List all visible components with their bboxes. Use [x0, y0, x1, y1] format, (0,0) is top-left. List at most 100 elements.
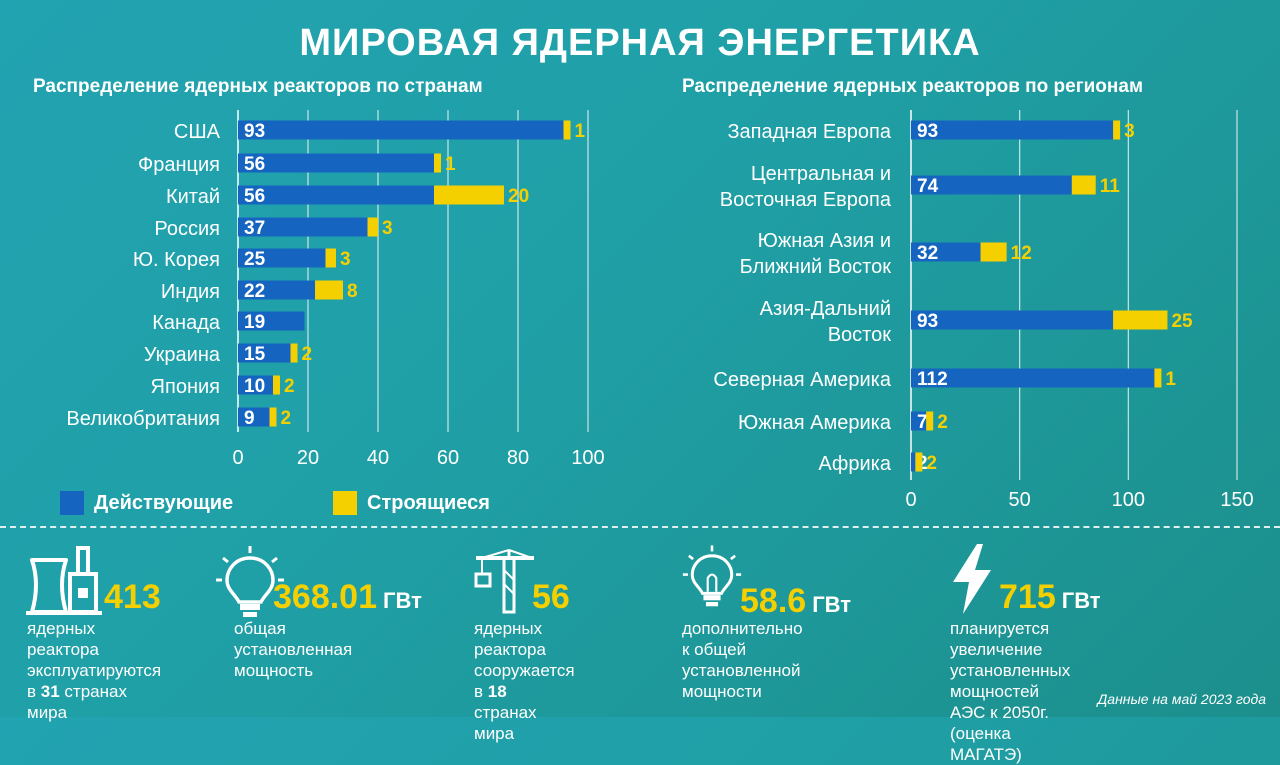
footnote: Данные на май 2023 года: [1097, 691, 1266, 707]
stat-description-line: установленной: [682, 661, 801, 680]
chart-title-countries: Распределение ядерных реакторов по стран…: [33, 76, 483, 97]
bar-operating: [911, 368, 1155, 388]
light-bulb-icon: [216, 546, 284, 617]
bar-value-construction: 11: [1100, 176, 1121, 197]
page-title: МИРОВАЯ ЯДЕРНАЯ ЭНЕРГЕТИКА: [299, 22, 981, 64]
bar-value-construction: 20: [508, 186, 529, 207]
category-label: Россия: [154, 218, 220, 240]
category-label: Индия: [161, 281, 220, 303]
bar-operating: [238, 375, 273, 395]
bar-value-construction: 25: [1171, 311, 1193, 332]
category-label: Франция: [138, 154, 220, 176]
bar-value-operating: 22: [244, 281, 265, 302]
stat-number-value: 715: [999, 578, 1056, 616]
x-tick-label: 0: [232, 447, 243, 469]
category-label: Северная Америка: [713, 369, 891, 391]
bar-operating: [911, 242, 981, 262]
bar-construction: [926, 411, 934, 431]
bar-value-operating: 93: [917, 311, 938, 332]
category-label: Великобритания: [66, 408, 220, 430]
legend-construction: Строящиеся: [333, 490, 490, 516]
legend-swatch-construction: [333, 491, 357, 515]
bar-operating: [911, 120, 1114, 140]
bar-construction: [325, 248, 336, 268]
bar-operating: [238, 217, 368, 237]
bar-operating: [911, 310, 1114, 330]
legend-label-construction: Строящиеся: [367, 491, 490, 514]
stat-description-line: планируется увеличение: [950, 619, 1050, 659]
bar-value-operating: 37: [244, 218, 265, 239]
bar-operating: [238, 280, 315, 300]
stat-description: планируется увеличение установленных мощн…: [950, 618, 1070, 765]
bar-value-operating: 9: [244, 408, 255, 429]
bar-operating: [911, 175, 1072, 195]
bar-construction: [273, 375, 280, 395]
bar-value-construction: 8: [347, 281, 358, 302]
bar-value-operating: 56: [244, 186, 265, 207]
x-tick-label: 80: [507, 447, 529, 469]
stat-number: 58.6 ГВт: [740, 582, 851, 621]
bar-value-construction: 2: [302, 344, 313, 365]
stat-description-line: АЭС к 2050г. (оценка МАГАТЭ): [950, 703, 1050, 764]
category-label: Южная Америка: [738, 412, 892, 434]
bar-construction: [434, 185, 504, 205]
bar-construction: [269, 407, 277, 427]
bar-construction: [915, 452, 923, 472]
category-label: Украина: [144, 344, 221, 366]
stat-number: 715 ГВт: [999, 578, 1101, 617]
stat-description-line: сооружается в 18: [474, 661, 575, 701]
category-label: США: [174, 121, 221, 143]
category-label: Ю. Корея: [133, 249, 220, 271]
category-label: Восточная Европа: [720, 189, 892, 211]
legend-swatch-operating: [60, 491, 84, 515]
bar-construction: [563, 120, 571, 140]
category-label: Южная Азия и: [758, 230, 891, 252]
light-bulb-icon: [682, 545, 742, 607]
bar-value-operating: 74: [917, 176, 939, 197]
x-tick-label: 150: [1220, 489, 1253, 511]
bar-value-construction: 12: [1011, 243, 1032, 264]
bar-operating: [238, 185, 434, 205]
stat-number-value: 368.01: [273, 578, 377, 616]
x-tick-label: 0: [905, 489, 916, 511]
bar-value-operating: 93: [244, 121, 265, 142]
construction-crane-icon: [474, 549, 534, 614]
bar-construction: [980, 242, 1007, 262]
stat-unit: ГВт: [383, 588, 422, 613]
category-label: Восток: [828, 324, 892, 346]
stat-unit: ГВт: [812, 592, 852, 617]
bar-operating: [238, 153, 434, 173]
stat-description-line: ядерных реактора: [474, 619, 546, 659]
stat-unit: ГВт: [1061, 588, 1101, 613]
category-label: Канада: [152, 312, 221, 334]
bar-value-construction: 1: [575, 121, 586, 142]
x-tick-label: 100: [571, 447, 604, 469]
stat-description: ядерных реактора сооружается в 18 странах …: [474, 618, 575, 744]
bar-value-construction: 2: [926, 453, 937, 474]
bar-operating: [238, 343, 291, 363]
bar-value-construction: 3: [1124, 121, 1135, 142]
bar-value-operating: 10: [244, 376, 265, 397]
stat-number: 56: [532, 578, 570, 616]
stat-description: дополнительно к общей установленной мощнос…: [682, 618, 803, 702]
x-tick-label: 40: [367, 447, 389, 469]
stat-description-line: ядерных реактора: [27, 619, 99, 659]
x-tick-label: 60: [437, 447, 459, 469]
bar-value-construction: 2: [281, 408, 292, 429]
bar-operating: [911, 452, 916, 472]
stat-description-line: эксплуатируются: [27, 661, 162, 680]
category-label: Центральная и: [751, 163, 891, 185]
lightning-icon: [953, 544, 991, 614]
bar-operating: [238, 120, 564, 140]
bar-operating: [238, 311, 305, 331]
x-tick-label: 100: [1112, 489, 1145, 511]
category-label: Ближний Восток: [740, 256, 892, 278]
bar-operating: [238, 407, 270, 427]
stat-description-line: мощности: [682, 682, 762, 701]
category-label: Азия-Дальний: [760, 298, 891, 320]
x-tick-label: 50: [1009, 489, 1031, 511]
stat-number-value: 58.6: [740, 582, 807, 620]
bar-construction: [367, 217, 378, 237]
bar-value-construction: 1: [445, 154, 456, 175]
